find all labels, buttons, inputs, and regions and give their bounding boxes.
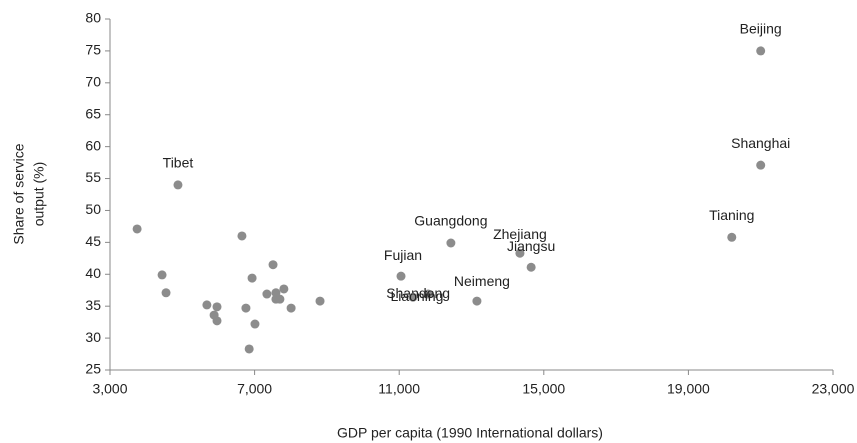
point (515, 248, 525, 258)
point (173, 180, 183, 190)
y-tick-label: 70 (85, 74, 101, 90)
point (250, 319, 260, 329)
y-tick-label: 25 (85, 361, 101, 377)
y-tick-label: 35 (85, 297, 101, 313)
point (275, 294, 285, 304)
point (396, 271, 406, 281)
point (237, 231, 247, 241)
y-tick-label: 45 (85, 233, 101, 249)
point (247, 273, 257, 283)
point (212, 316, 222, 326)
point (756, 46, 766, 56)
point (423, 289, 433, 299)
x-axis-label: GDP per capita (1990 International dolla… (337, 425, 603, 441)
point-label: Tibet (163, 155, 194, 171)
point-label: Zhejiang (493, 226, 547, 242)
y-tick-label: 65 (85, 105, 101, 121)
point-label: Beijing (740, 21, 782, 37)
y-tick-label: 50 (85, 201, 101, 217)
point (244, 344, 254, 354)
point-label: Liaoning (390, 288, 443, 304)
point-label: Fujian (384, 247, 422, 263)
point (241, 303, 251, 313)
x-tick-label: 23,000 (812, 381, 855, 397)
point (262, 289, 272, 299)
x-tick-label: 3,000 (92, 381, 127, 397)
point (132, 224, 142, 234)
point (526, 262, 536, 272)
point-label: Shandong (386, 285, 450, 301)
x-tick-label: 11,000 (378, 381, 420, 397)
point (157, 270, 167, 280)
y-tick-label: 60 (85, 137, 101, 153)
x-tick-label: 19,000 (667, 381, 710, 397)
y-axis-label: output (%) (31, 162, 47, 227)
point-label: Tianing (709, 207, 754, 223)
point (161, 288, 171, 298)
point-label: Guangdong (414, 213, 487, 229)
point (756, 160, 766, 170)
x-tick-label: 15,000 (522, 381, 565, 397)
y-tick-label: 80 (85, 10, 101, 26)
point-label: Shanghai (731, 135, 790, 151)
y-tick-label: 55 (85, 169, 101, 185)
y-tick-label: 30 (85, 329, 101, 345)
point (472, 296, 482, 306)
point (202, 300, 212, 310)
y-tick-label: 40 (85, 265, 101, 281)
point (408, 292, 418, 302)
point (212, 302, 222, 312)
x-tick-label: 7,000 (237, 381, 272, 397)
point (286, 303, 296, 313)
y-tick-label: 75 (85, 42, 101, 58)
point (446, 238, 456, 248)
point-label: Neimeng (454, 273, 510, 289)
point (727, 232, 737, 242)
y-axis-label: Share of service (11, 143, 27, 244)
point (268, 260, 278, 270)
point (315, 296, 325, 306)
point (279, 284, 289, 294)
point-label: Jiangsu (507, 238, 555, 254)
